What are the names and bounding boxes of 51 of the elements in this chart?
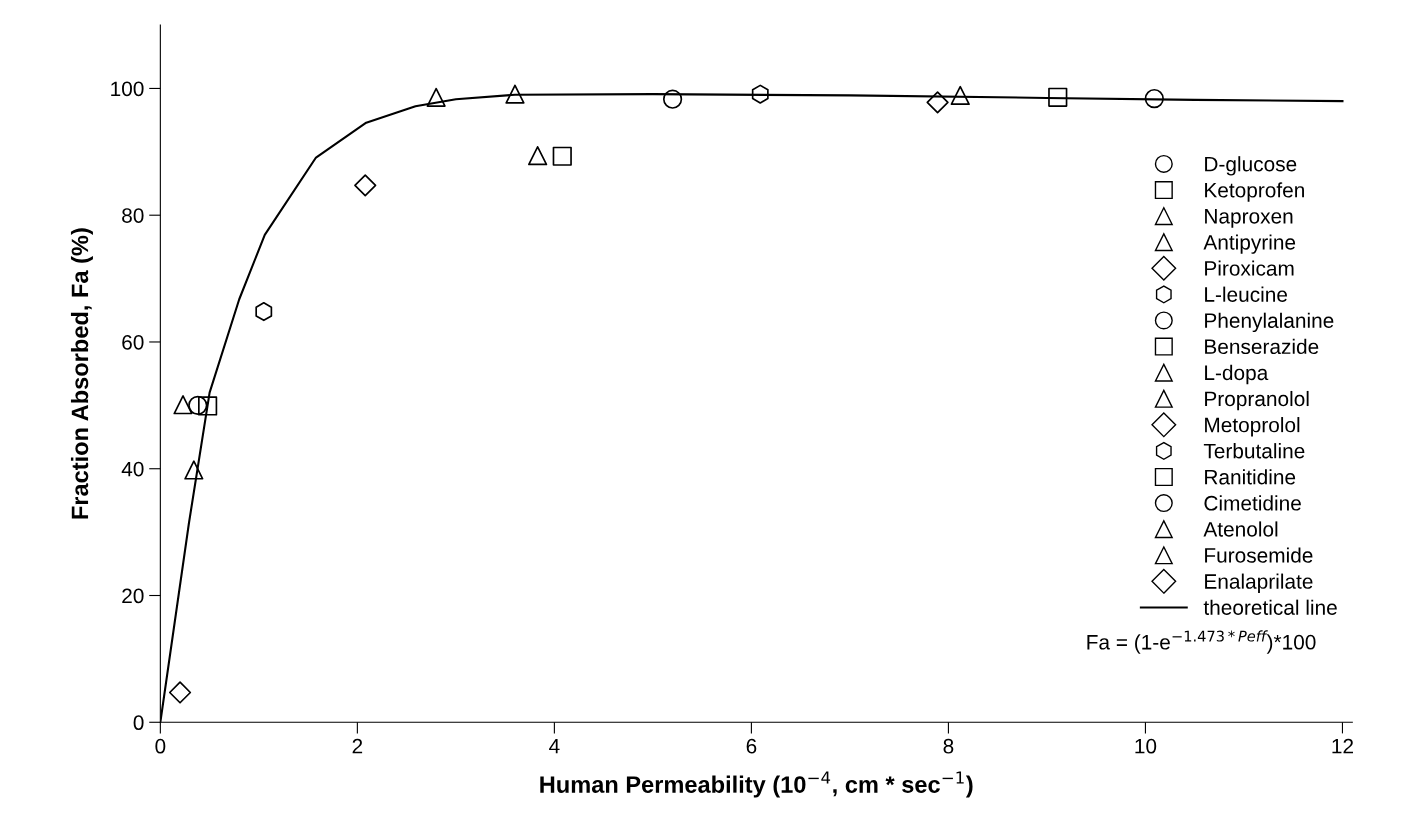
legend-label: Atenolol — [1203, 521, 1278, 537]
legend-label: Naproxen — [1205, 209, 1293, 228]
legend-label: Benserazide — [1205, 338, 1319, 355]
point — [662, 89, 683, 109]
point — [184, 460, 204, 480]
legend-label: D-glucose — [1205, 156, 1297, 176]
legend-label: Enalaprilate — [1205, 573, 1313, 593]
legend-label: theoretical line — [1203, 599, 1337, 615]
point — [926, 91, 949, 114]
point — [552, 146, 572, 166]
point — [528, 146, 548, 166]
y-tick-label: 100 — [111, 81, 144, 97]
y-tick-label: 20 — [122, 588, 144, 604]
point — [426, 87, 446, 107]
legend-label: Phenylalanine — [1205, 312, 1334, 333]
point — [168, 681, 192, 704]
x-tick-label: 6 — [746, 738, 757, 754]
legend-label: Terbutaline — [1203, 443, 1305, 459]
y-tick-label: 40 — [121, 461, 144, 477]
point — [751, 84, 769, 104]
point — [1048, 87, 1068, 107]
annotation: Fa = (1-e$^{−1.473*Peff}$)*100 — [1087, 630, 1316, 654]
legend-label: Cimetidine — [1204, 495, 1301, 511]
x-tick-label: 8 — [943, 738, 954, 754]
y-tick-label: 0 — [133, 715, 144, 731]
legend-label: Ranitidine — [1205, 469, 1296, 485]
x-tick-label: 2 — [352, 738, 363, 754]
x-tick-label: 12 — [1332, 738, 1353, 754]
legend-label: Metoprolol — [1205, 417, 1300, 437]
legend-label: L-dopa — [1205, 364, 1269, 385]
legend-label: Piroxicam — [1205, 260, 1294, 276]
legend-label: Antipyrine — [1203, 234, 1296, 254]
y-tick-label: 80 — [122, 208, 144, 223]
point — [354, 174, 377, 197]
legend-label: Propranolol — [1205, 390, 1309, 411]
point — [950, 85, 970, 106]
x-tick-label: 10 — [1135, 738, 1157, 754]
legend-label: Furosemide — [1205, 547, 1313, 563]
point — [1144, 88, 1164, 109]
x-tick-label: 0 — [155, 738, 166, 754]
point — [173, 395, 193, 415]
point — [198, 396, 218, 416]
legend-label: L-leucine — [1205, 286, 1288, 302]
point — [255, 301, 273, 322]
x-tick-label: 4 — [549, 739, 560, 754]
point — [505, 84, 525, 104]
point — [188, 395, 208, 415]
x-axis-title: Human Permeability (10$^{−4}$, cm * sec$^{−1}$) — [540, 771, 973, 798]
legend-label: Ketoprofen — [1205, 182, 1304, 202]
y-axis-title: Fraction Absorbed, Fa (%) — [70, 228, 93, 519]
y-tick-label: 60 — [122, 334, 144, 350]
